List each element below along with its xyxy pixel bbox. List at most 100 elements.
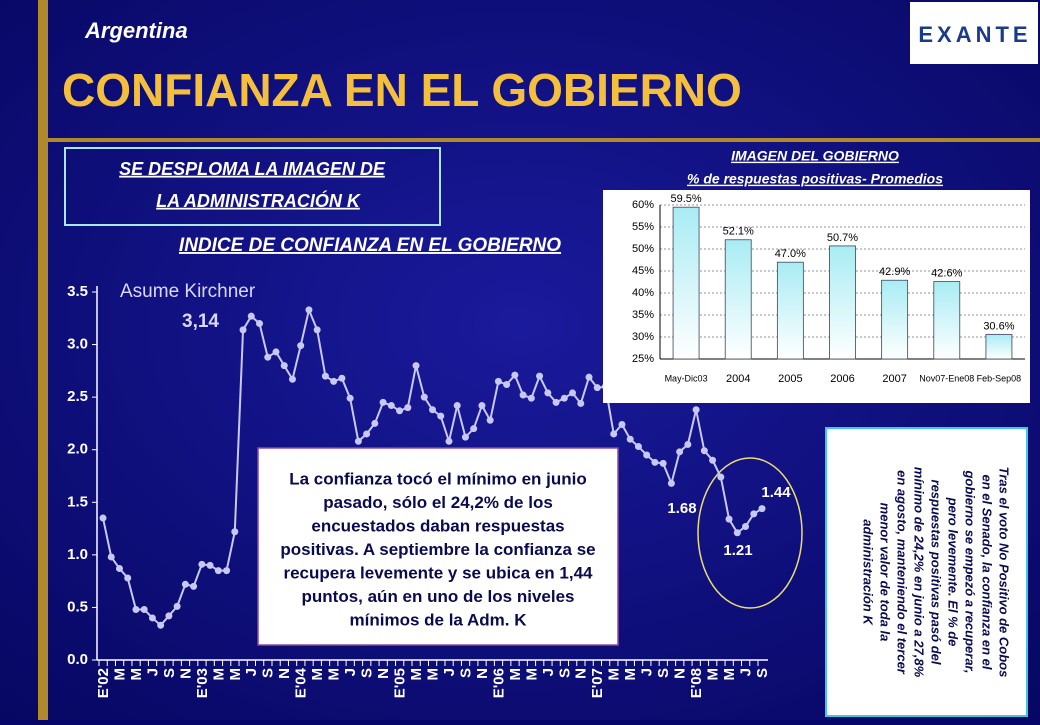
point — [626, 435, 634, 443]
point — [107, 553, 115, 561]
point — [412, 362, 420, 370]
value-label: 30.6% — [983, 320, 1014, 332]
value-label: 42.6% — [931, 267, 962, 279]
chart-title: IMAGEN DEL GOBIERNO — [731, 148, 899, 164]
x-tick-label: S — [457, 668, 474, 678]
point — [206, 561, 214, 569]
point — [437, 412, 445, 420]
point — [461, 433, 469, 441]
x-tick-label: J — [441, 668, 458, 676]
y-tick-label: 35% — [632, 309, 654, 321]
point — [396, 407, 404, 415]
point — [429, 406, 436, 414]
point — [676, 448, 684, 456]
point — [181, 580, 189, 588]
point — [354, 437, 362, 445]
point — [585, 373, 593, 381]
point — [173, 602, 181, 610]
note-box — [257, 447, 619, 646]
chart-panel — [603, 190, 1030, 403]
x-tick-label: J — [243, 668, 260, 676]
x-tick-label: M — [128, 668, 145, 681]
point — [379, 398, 387, 406]
point — [643, 451, 651, 459]
bar — [933, 281, 961, 360]
x-tick-label: E'07 — [589, 668, 606, 698]
x-tick-label: M — [111, 668, 128, 681]
point — [99, 514, 107, 522]
y-tick-label: 1.5 — [67, 493, 88, 510]
point — [330, 377, 338, 385]
logo: EXANTE — [918, 22, 1031, 47]
point — [503, 381, 511, 389]
y-tick-label: 45% — [632, 265, 654, 277]
value-label: 52.1% — [723, 226, 754, 238]
y-tick-label: 25% — [632, 353, 654, 365]
x-tick-label: J — [540, 668, 557, 676]
point — [140, 606, 148, 614]
point — [272, 348, 280, 356]
point — [651, 458, 659, 466]
point — [758, 505, 766, 513]
x-tick-label: Nov07-Ene08 — [919, 373, 974, 383]
headline: SE DESPLOMA LA IMAGEN DE — [119, 159, 386, 179]
note-line: recupera levemente y se ubica en 1,44 — [283, 563, 593, 582]
country: Argentina — [84, 18, 188, 43]
point — [709, 456, 717, 464]
x-tick-label: E'06 — [490, 668, 507, 698]
x-tick-label: M — [705, 668, 722, 681]
point — [494, 377, 502, 385]
x-tick-label: S — [556, 668, 573, 678]
x-tick-label: S — [754, 668, 771, 678]
x-tick-label: N — [177, 668, 194, 679]
y-tick-label: 60% — [632, 199, 654, 211]
point — [363, 430, 371, 438]
point — [148, 614, 156, 622]
point — [519, 391, 527, 399]
point — [305, 306, 313, 314]
point — [470, 425, 478, 433]
y-tick-label: 1.0 — [67, 546, 88, 563]
point — [124, 574, 132, 582]
gold-bar — [38, 0, 48, 720]
point — [288, 375, 296, 383]
side-note-line: respuestas positivas pasó del — [929, 480, 944, 665]
point — [610, 430, 618, 438]
point — [346, 394, 354, 402]
x-tick-label: May-Dic03 — [665, 373, 708, 383]
point — [569, 389, 577, 397]
point — [552, 398, 560, 406]
bar — [881, 279, 909, 360]
point — [198, 560, 206, 568]
point — [733, 529, 741, 537]
x-tick-label: S — [260, 668, 277, 678]
value-label: 47.0% — [775, 248, 806, 260]
y-tick-label: 3.0 — [67, 336, 88, 353]
point — [190, 582, 198, 590]
y-tick-label: 55% — [632, 221, 654, 233]
point — [214, 567, 222, 575]
point — [280, 362, 288, 370]
y-tick-label: 2.0 — [67, 441, 88, 458]
point — [313, 326, 321, 334]
x-tick-label: 2006 — [830, 373, 854, 385]
bar — [776, 261, 804, 360]
side-note-line: menor valor de toda la — [878, 503, 893, 642]
x-tick-label: S — [161, 668, 178, 678]
point — [338, 374, 346, 382]
point — [742, 522, 750, 530]
note-line: mínimos de la Adm. K — [350, 610, 528, 629]
annotation: 1.21 — [723, 542, 752, 559]
point — [404, 404, 412, 412]
value-label: 59.5% — [670, 193, 701, 205]
value-label: 50.7% — [827, 232, 858, 244]
x-tick-label: N — [276, 668, 293, 679]
point — [536, 372, 544, 380]
bar — [724, 239, 752, 360]
point — [544, 389, 552, 397]
side-note-box — [825, 427, 1028, 717]
x-tick-label: 2005 — [778, 373, 802, 385]
note-line: encuestados daban respuestas — [311, 516, 564, 535]
y-tick-label: 0.0 — [67, 651, 88, 668]
